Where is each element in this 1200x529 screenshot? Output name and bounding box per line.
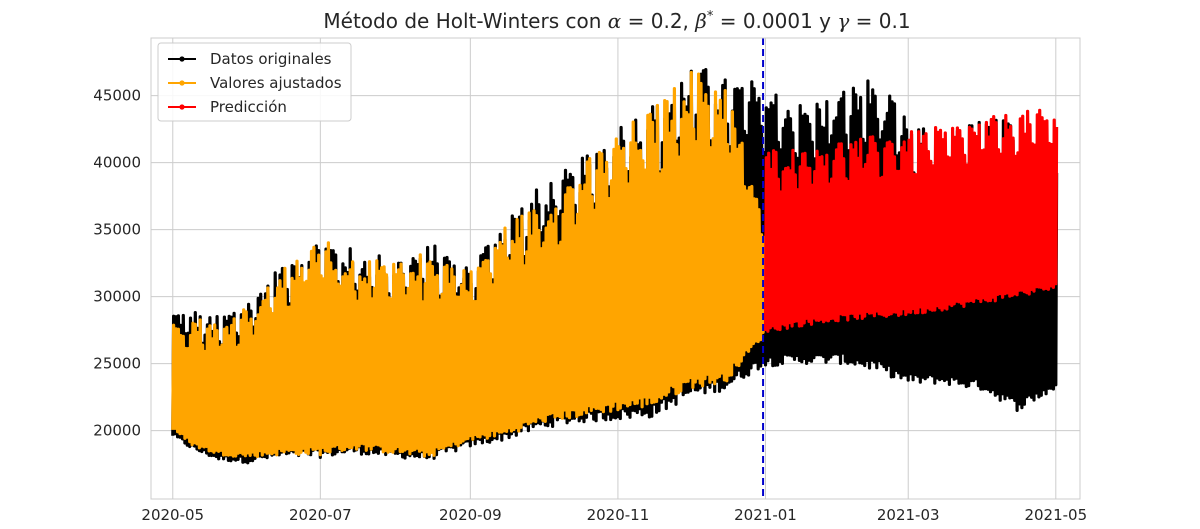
plot-frame — [150, 37, 1081, 500]
legend-marker-datos-originales — [179, 56, 185, 62]
x-tick-label: 2020-09 — [439, 506, 502, 524]
y-tick-label: 30000 — [93, 288, 141, 306]
series-line-prediccion — [763, 108, 1059, 333]
y-tick-label: 25000 — [93, 355, 141, 373]
x-tick-label: 2020-05 — [141, 506, 204, 524]
y-tick-label: 20000 — [93, 422, 141, 440]
y-tick-label: 40000 — [93, 154, 141, 172]
series-valores-ajustados — [171, 70, 766, 459]
legend-marker-valores-ajustados — [179, 80, 185, 86]
series-line-valores-ajustados — [171, 70, 766, 459]
legend-label-prediccion: Predicción — [210, 98, 287, 116]
y-tick-label: 45000 — [93, 87, 141, 105]
legend: Datos originales Valores ajustados Predicc… — [157, 42, 352, 122]
x-tick-label: 2021-01 — [734, 506, 797, 524]
axis-tick-labels: 2020-05 2020-07 2020-09 2020-11 2021-01 2021-… — [93, 87, 1087, 524]
legend-box — [157, 42, 352, 122]
x-tick-label: 2021-03 — [877, 506, 940, 524]
x-tick-label: 2020-07 — [289, 506, 352, 524]
series-prediccion — [763, 108, 1059, 333]
y-tick-label: 35000 — [93, 221, 141, 239]
legend-marker-prediccion — [179, 104, 185, 110]
x-tick-label: 2021-05 — [1024, 506, 1087, 524]
series-layer — [171, 68, 1059, 465]
legend-label-valores-ajustados: Valores ajustados — [210, 74, 342, 92]
x-tick-label: 2020-11 — [587, 506, 650, 524]
legend-label-datos-originales: Datos originales — [210, 50, 332, 68]
chart-title: Método de Holt-Winters con α = 0.2, β* =… — [323, 9, 910, 33]
